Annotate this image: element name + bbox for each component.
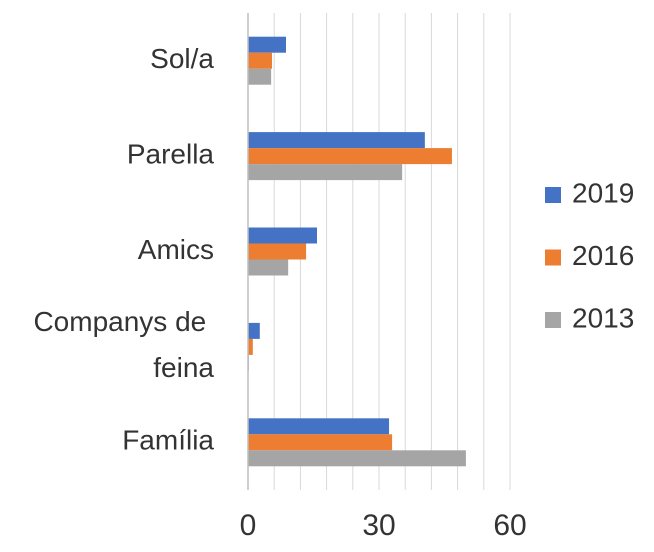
bar: [248, 132, 425, 149]
y-tick-label: Parella: [127, 138, 215, 169]
legend-swatch: [545, 312, 561, 328]
legend-label: 2019: [572, 177, 634, 208]
x-tick-label: 30: [362, 509, 395, 542]
bar: [248, 243, 307, 260]
bar: [248, 36, 286, 53]
x-tick-label: 0: [240, 509, 257, 542]
bar: [248, 450, 466, 467]
bar: [248, 52, 273, 69]
y-tick-label: Família: [122, 425, 214, 456]
bar: [248, 227, 317, 244]
legend-swatch: [545, 187, 561, 203]
bar: [248, 164, 403, 181]
y-tick-label: Amics: [138, 234, 214, 265]
bar: [248, 338, 253, 355]
bar: [248, 259, 289, 276]
bar: [248, 148, 452, 165]
x-tick-label: 60: [493, 509, 526, 542]
y-tick-label: Companys de feina: [33, 306, 214, 383]
y-tick-label: Sol/a: [150, 43, 214, 74]
legend-label: 2013: [572, 302, 634, 333]
legend-label: 2016: [572, 240, 634, 271]
bar: [248, 434, 393, 451]
legend-swatch: [545, 249, 561, 266]
bar: [248, 418, 390, 435]
bar: [248, 322, 260, 339]
bar: [248, 68, 272, 85]
